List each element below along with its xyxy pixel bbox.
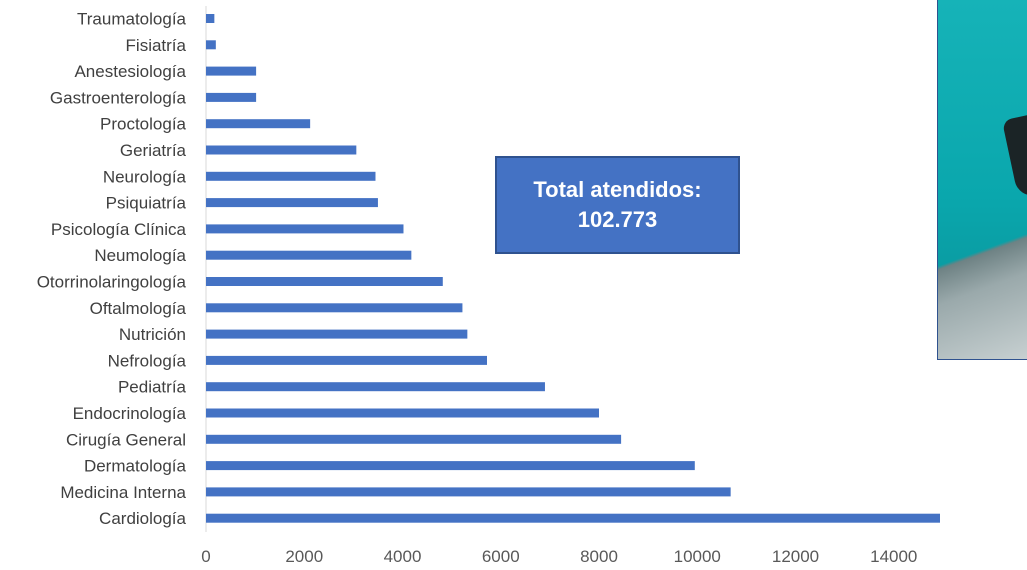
photo-background — [938, 0, 1027, 359]
category-label: Nefrología — [108, 351, 187, 370]
bar — [206, 224, 404, 234]
category-label: Nutrición — [119, 325, 186, 344]
category-label: Oftalmología — [90, 299, 187, 318]
bar — [206, 382, 545, 392]
bar — [206, 40, 216, 50]
bar — [206, 461, 695, 471]
category-labels-group: Traumatología Fisiatría Anestesiología Gast… — [37, 10, 187, 529]
category-label: Geriatría — [120, 141, 187, 160]
bar — [206, 198, 378, 208]
category-label: Medicina Interna — [60, 483, 186, 502]
callout-title: Total atendidos: — [533, 177, 702, 202]
bar — [206, 277, 443, 286]
x-tick-labels-group: 0200040006000800010000120001400016000 — [201, 547, 917, 566]
category-label: Cardiología — [99, 509, 186, 528]
x-tick-label: 14000 — [870, 547, 917, 566]
category-label: Endocrinología — [73, 404, 187, 423]
bar-chart: Traumatología Fisiatría Anestesiología Gast… — [37, 6, 940, 566]
category-label: Cirugía General — [66, 430, 186, 449]
x-tick-label: 8000 — [580, 547, 618, 566]
bar — [206, 171, 376, 181]
bar — [206, 92, 257, 102]
category-label: Anestesiología — [74, 62, 186, 81]
bar — [206, 119, 311, 129]
x-tick-label: 6000 — [482, 547, 520, 566]
category-label: Fisiatría — [126, 36, 187, 55]
callout-total-value: 102.773 — [577, 207, 658, 232]
category-label: Proctología — [100, 115, 187, 134]
bars-group — [206, 14, 940, 523]
category-label: Psicología Clínica — [51, 220, 187, 239]
bar — [206, 250, 412, 260]
x-tick-label: 4000 — [384, 547, 422, 566]
x-tick-label: 10000 — [674, 547, 721, 566]
bar — [206, 303, 463, 313]
bar — [206, 66, 257, 76]
category-label: Dermatología — [84, 457, 187, 476]
photo-image — [937, 0, 1027, 360]
category-label: Traumatología — [77, 10, 187, 29]
bar — [206, 14, 215, 23]
bar — [206, 329, 468, 339]
bar — [206, 434, 622, 444]
category-label: Neurología — [103, 167, 187, 186]
bar — [206, 513, 940, 523]
category-label: Pediatría — [118, 378, 187, 397]
x-tick-label: 2000 — [285, 547, 323, 566]
bar — [206, 145, 357, 155]
bar — [206, 487, 731, 497]
category-label: Otorrinolaringología — [37, 273, 187, 292]
bar — [206, 408, 599, 418]
x-tick-label: 12000 — [772, 547, 819, 566]
category-label: Neumología — [94, 246, 186, 265]
bar — [206, 355, 487, 365]
x-tick-label: 0 — [201, 547, 210, 566]
total-attended-callout: Total atendidos: 102.773 — [495, 156, 740, 254]
category-label: Psiquiatría — [106, 194, 187, 213]
category-label: Gastroenterología — [50, 88, 187, 107]
